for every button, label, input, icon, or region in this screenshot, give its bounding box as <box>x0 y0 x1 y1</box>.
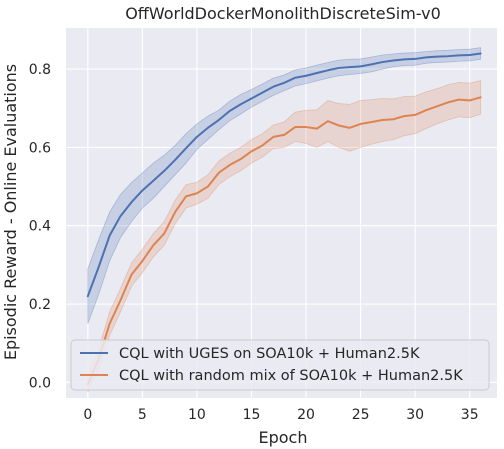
series-2-line <box>86 96 482 386</box>
y-tick-label: 0.8 <box>29 62 51 78</box>
grid <box>66 28 497 398</box>
y-tick-label: 0.4 <box>29 219 51 235</box>
plot-area <box>66 28 497 398</box>
x-tick-label: 25 <box>352 407 370 423</box>
x-tick-label: 15 <box>243 407 261 423</box>
y-tick-label: 0.2 <box>29 297 51 313</box>
series-lines <box>86 52 482 386</box>
chart-title: OffWorldDockerMonolithDiscreteSim-v0 <box>125 4 441 23</box>
y-tick-labels: 0.0 0.2 0.4 0.6 0.8 <box>29 62 51 391</box>
y-axis-label: Episodic Reward - Online Evaluations <box>1 64 20 360</box>
x-tick-labels: 0 5 10 15 20 25 30 35 <box>83 407 478 423</box>
series-1-line <box>86 52 482 298</box>
x-tick-label: 35 <box>461 407 479 423</box>
x-tick-label: 5 <box>138 407 147 423</box>
legend-box <box>70 339 490 391</box>
y-tick-label: 0.6 <box>29 140 51 156</box>
x-tick-label: 30 <box>406 407 424 423</box>
confidence-bands <box>87 47 482 393</box>
series-2-band <box>87 79 482 393</box>
x-axis-label: Epoch <box>259 428 308 447</box>
x-tick-label: 10 <box>188 407 206 423</box>
series-1-band <box>87 47 482 324</box>
x-tick-label: 0 <box>83 407 92 423</box>
x-tick-label: 20 <box>297 407 315 423</box>
y-tick-label: 0.0 <box>29 375 51 391</box>
legend-label-2: CQL with random mix of SOA10k + Human2.5… <box>119 368 463 384</box>
legend: CQL with UGES on SOA10k + Human2.5K CQL w… <box>70 339 490 391</box>
legend-label-1: CQL with UGES on SOA10k + Human2.5K <box>119 346 420 362</box>
